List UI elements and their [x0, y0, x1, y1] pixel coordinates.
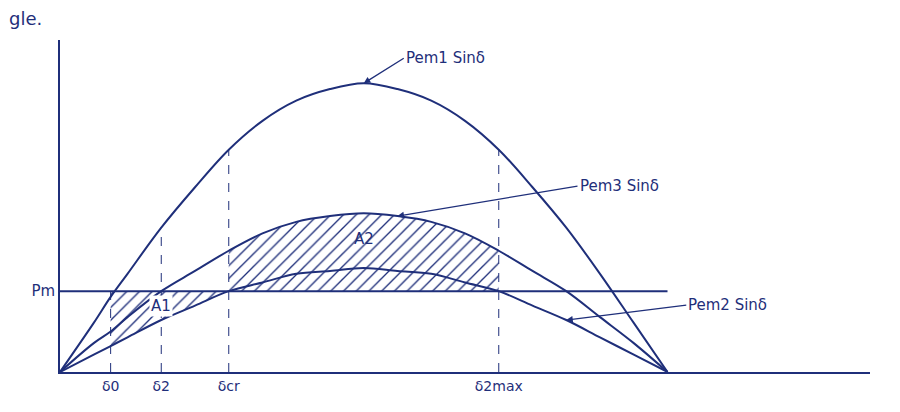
svg-text:δ2: δ2 — [153, 378, 170, 394]
svg-text:Pm: Pm — [32, 282, 56, 300]
svg-text:Pem3 Sinδ: Pem3 Sinδ — [580, 177, 659, 195]
svg-text:δ2max: δ2max — [475, 378, 523, 394]
svg-text:δcr: δcr — [218, 378, 240, 394]
svg-text:A1: A1 — [151, 297, 171, 315]
svg-text:gle.: gle. — [9, 8, 42, 29]
svg-text:Pem1 Sinδ: Pem1 Sinδ — [406, 49, 485, 67]
svg-text:A2: A2 — [354, 230, 374, 248]
svg-text:Pem2 Sinδ: Pem2 Sinδ — [688, 296, 767, 314]
svg-text:δ0: δ0 — [102, 378, 119, 394]
